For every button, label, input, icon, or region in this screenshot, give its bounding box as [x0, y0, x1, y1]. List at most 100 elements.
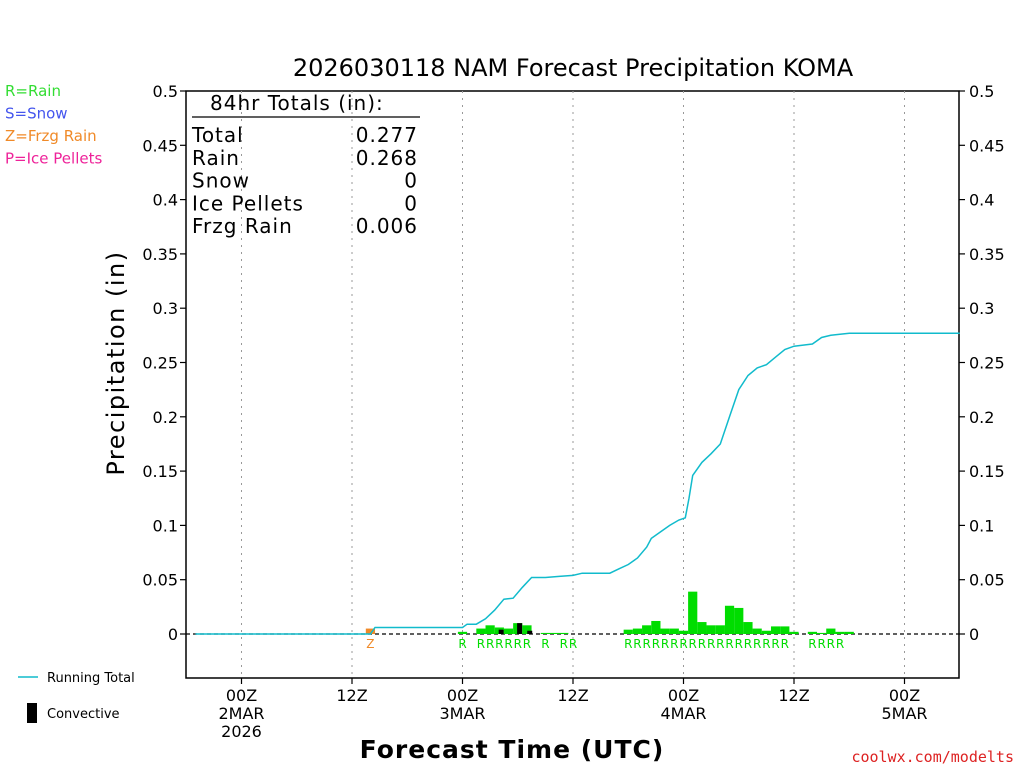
precip-bar [761, 630, 771, 634]
precip-type-mark: R [661, 637, 669, 651]
precip-type-mark: R [817, 637, 825, 651]
x-tick-label: 00Z [447, 686, 478, 705]
precip-bar [835, 631, 845, 634]
precip-type-mark: R [716, 637, 724, 651]
x-tick-label: 2MAR [218, 704, 264, 723]
convective-legend-swatch [27, 703, 37, 723]
precip-type-mark: R [504, 637, 512, 651]
precip-bar [752, 628, 762, 634]
precip-bar [549, 632, 560, 634]
totals-row-label: Total [191, 123, 244, 147]
precip-type-mark: R [541, 637, 549, 651]
precip-type-mark: R [495, 637, 503, 651]
totals-row-value: 0 [404, 169, 418, 193]
precip-type-mark: R [569, 637, 577, 651]
precip-type-mark: R [762, 637, 770, 651]
running-total-line [195, 332, 960, 635]
precip-bar [678, 630, 689, 634]
precip-type-mark: Z [366, 637, 374, 651]
precip-bar [651, 620, 661, 634]
y-axis-label: Precipitation (in) [102, 250, 130, 475]
precip-type-mark: R [744, 637, 752, 651]
precip-bar [715, 625, 725, 634]
totals-row-label: Ice Pellets [192, 191, 304, 215]
precip-type-mark: R [689, 637, 697, 651]
type-legend-entry: Z=Frzg Rain [5, 127, 97, 145]
convective-bar [498, 629, 504, 634]
precip-bar [457, 631, 468, 634]
precip-bar [844, 631, 854, 634]
precip-bar [734, 607, 744, 634]
precip-type-mark: R [642, 637, 650, 651]
precip-bar [697, 622, 707, 634]
x-tick-label: 12Z [336, 686, 367, 705]
precip-bar [522, 625, 532, 634]
precip-type-mark: R [827, 637, 835, 651]
y-tick-label: 0.5 [153, 82, 178, 101]
precip-bar [688, 591, 698, 634]
x-tick-label: 2026 [221, 722, 262, 741]
precip-bar [476, 628, 486, 634]
precip-bar [724, 605, 735, 634]
precip-type-mark: R [560, 637, 568, 651]
convective-bar [527, 630, 533, 634]
precip-type-mark: R [523, 637, 531, 651]
x-tick-label: 3MAR [439, 704, 485, 723]
precip-type-mark: R [458, 637, 466, 651]
precip-type-mark: R [477, 637, 485, 651]
precip-type-mark: R [486, 637, 494, 651]
y-tick-label: 0.35 [142, 245, 178, 264]
precip-bar [780, 626, 790, 634]
type-legend-entry: S=Snow [5, 105, 68, 123]
y-tick-label: 0.45 [969, 136, 1005, 155]
precip-type-legend: R=Rain S=Snow Z=Frzg Rain P=Ice Pellets [5, 82, 102, 168]
convective-bar [517, 623, 523, 634]
precip-bar [789, 631, 799, 634]
y-tick-label: 0.4 [969, 191, 994, 210]
y-tick-label: 0.4 [153, 191, 178, 210]
precip-type-mark: R [725, 637, 733, 651]
y-tick-label: 0.3 [153, 299, 178, 318]
convective-bars [498, 623, 533, 634]
totals-header: 84hr Totals (in): [210, 91, 384, 115]
precip-bar [503, 628, 514, 634]
precip-bar [559, 632, 569, 634]
x-tick-label: 00Z [889, 686, 920, 705]
y-tick-label: 0.15 [142, 462, 178, 481]
x-axis-label: Forecast Time (UTC) [360, 735, 665, 764]
totals-row-value: 0.006 [356, 214, 418, 238]
y-tick-label: 0.05 [142, 571, 178, 590]
right-y-axis: 0 0.05 0.1 0.15 0.2 0.25 0.3 0.35 0.4 0.45 0.5 [959, 82, 1005, 644]
precip-type-mark: R [753, 637, 761, 651]
x-tick-label: 00Z [226, 686, 257, 705]
precip-type-mark: R [771, 637, 779, 651]
y-tick-label: 0 [969, 625, 979, 644]
x-tick-label: 4MAR [660, 704, 706, 723]
precip-bar [817, 632, 827, 634]
precip-type-mark: R [624, 637, 632, 651]
y-tick-label: 0.1 [969, 516, 994, 535]
chart-title: 2026030118 NAM Forecast Precipitation KO… [293, 54, 854, 82]
precip-type-mark: R [781, 637, 789, 651]
y-tick-label: 0.1 [153, 516, 178, 535]
precip-type-mark: R [679, 637, 687, 651]
precip-bar [770, 626, 781, 634]
precip-type-mark: R [707, 637, 715, 651]
precip-type-mark: R [652, 637, 660, 651]
precip-bar [807, 631, 818, 634]
y-tick-label: 0.3 [969, 299, 994, 318]
totals-row-value: 0.277 [356, 123, 418, 147]
precip-bar [826, 628, 836, 634]
x-tick-label: 12Z [778, 686, 809, 705]
x-tick-label: 12Z [557, 686, 588, 705]
type-legend-entry: R=Rain [5, 82, 61, 100]
left-y-axis: 0 0.05 0.1 0.15 0.2 0.25 0.3 0.35 0.4 0.45 0.5 [142, 82, 186, 644]
y-tick-label: 0 [168, 625, 178, 644]
totals-row-value: 0 [404, 191, 418, 215]
totals-row-label: Rain [192, 146, 240, 170]
precip-type-mark: R [735, 637, 743, 651]
convective-legend-label: Convective [47, 707, 120, 722]
precip-type-mark: R [698, 637, 706, 651]
